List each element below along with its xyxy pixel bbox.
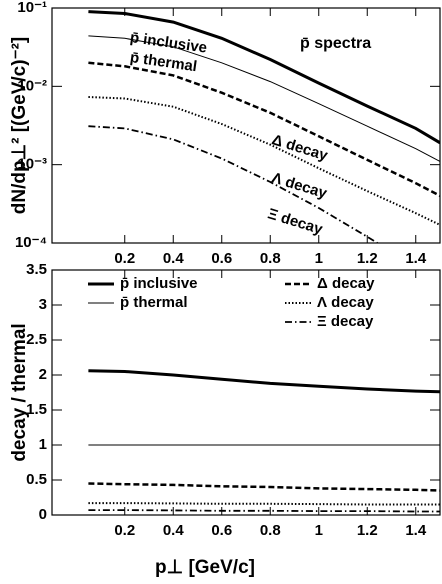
x-tick-label: 0.8 [260, 522, 281, 539]
y-tick-label: 10⁻¹ [17, 0, 47, 16]
series-line [88, 509, 440, 513]
y-axis-label: dN/dp⊥² [(GeV/c)⁻²] [9, 37, 30, 215]
x-tick-label: 1.2 [357, 250, 378, 267]
legend-label: Ξ decay [317, 313, 374, 330]
x-tick-label: 1.4 [405, 250, 427, 267]
y-tick-label: 1 [39, 436, 47, 453]
legend-label: p̄ thermal [120, 294, 188, 311]
y-tick-label: 10⁻⁴ [15, 234, 47, 251]
x-tick-label: 0.6 [211, 250, 232, 267]
y-tick-label: 0.5 [26, 471, 47, 488]
x-tick-label: 1 [315, 522, 323, 539]
y-tick-label: 2.5 [26, 331, 47, 348]
x-tick-label: 1.2 [357, 522, 378, 539]
y-tick-label: 1.5 [26, 401, 47, 418]
series-line [88, 502, 440, 506]
y-tick-label: 2 [39, 366, 47, 383]
plot-area [88, 369, 440, 513]
series-line [88, 10, 440, 145]
x-axis-label: p⊥ [GeV/c] [155, 557, 255, 578]
y-tick-label: 10⁻² [17, 77, 47, 94]
x-tick-label: 0.2 [114, 250, 135, 267]
curve-label: Λ decay [270, 169, 330, 202]
series-line [88, 96, 440, 226]
legend-label: Δ decay [317, 275, 375, 292]
legend-label: p̄ inclusive [120, 275, 198, 292]
plot-area [88, 10, 440, 243]
bottom-frame [51, 269, 441, 516]
series-line [88, 35, 440, 162]
y-tick-label: 0 [39, 506, 47, 523]
series-line [88, 61, 440, 197]
x-tick-label: 0.6 [211, 522, 232, 539]
annotation: p̄ spectra [300, 35, 371, 52]
x-tick-label: 0.4 [163, 522, 185, 539]
legend-label: Λ decay [317, 294, 374, 311]
y-tick-label: 3.5 [26, 261, 47, 278]
x-tick-label: 0.2 [114, 522, 135, 539]
y-tick-label: 10⁻³ [17, 156, 47, 173]
series-line [88, 482, 440, 492]
x-tick-label: 1 [315, 250, 323, 267]
x-tick-label: 1.4 [405, 522, 427, 539]
top-frame [51, 7, 441, 244]
y-axis-label: decay / thermal [9, 323, 30, 461]
series-line [88, 369, 440, 394]
x-tick-label: 0.4 [163, 250, 185, 267]
y-tick-label: 3 [39, 296, 47, 313]
x-tick-label: 0.8 [260, 250, 281, 267]
series-line [88, 125, 380, 243]
curve-label: Ξ decay [266, 205, 325, 238]
